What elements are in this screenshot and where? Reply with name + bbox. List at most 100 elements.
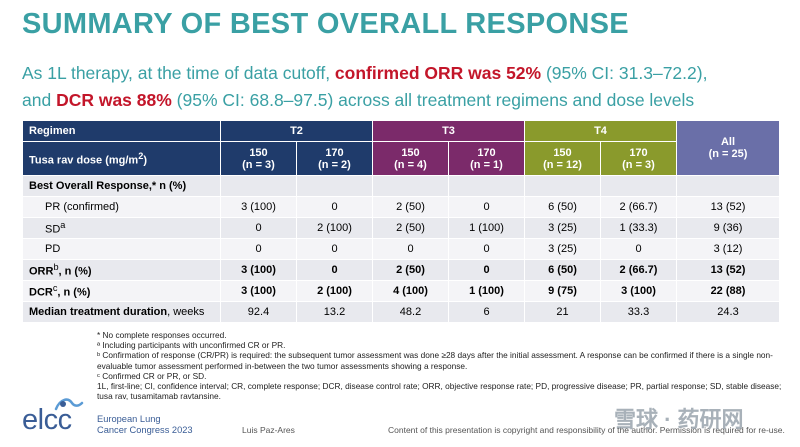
table-cell	[676, 175, 780, 197]
table-cell: 2 (50)	[372, 196, 449, 218]
table-cell	[296, 175, 373, 197]
presenter-name: Luis Paz-Ares	[242, 425, 295, 435]
table-cell: 13 (52)	[676, 259, 780, 281]
col-dose: 150	[553, 146, 572, 159]
col-dose: 150	[401, 146, 420, 159]
dose-sup: 2	[138, 150, 144, 161]
table-cell: 2 (66.7)	[600, 259, 677, 281]
row-label: PD	[22, 238, 221, 260]
footnote: ª Including participants with unconfirme…	[97, 340, 286, 351]
table-cell: 3 (100)	[220, 280, 297, 302]
subtitle-text: and	[22, 90, 57, 110]
table-cell: 92.4	[220, 301, 297, 323]
table-cell: 6	[448, 301, 525, 323]
table-cell: 0	[448, 238, 525, 260]
response-table: Regimen T2 T3 T4 All (n = 25) Tusa rav do…	[22, 120, 780, 323]
col-dose: 170	[325, 146, 344, 159]
subtitle-line-1: As 1L therapy, at the time of data cutof…	[22, 60, 707, 87]
table-row-section: Best Overall Response,* n (%)	[22, 175, 780, 197]
footnote-mark: c	[52, 283, 58, 294]
table-cell: 21	[524, 301, 601, 323]
row-label-text: Median treatment duration	[29, 306, 168, 318]
row-label: SDa	[22, 217, 221, 239]
col-dose: 170	[477, 146, 496, 159]
col-n: (n = 3)	[622, 158, 655, 171]
row-label-rest: , weeks	[167, 306, 205, 318]
table-cell: 0	[220, 217, 297, 239]
table-cell: 4 (100)	[372, 280, 449, 302]
footnotes: * No complete responses occurred. ª Incl…	[97, 330, 787, 401]
elcc-logo: elcc	[22, 404, 72, 436]
conference-line: Cancer Congress 2023	[97, 424, 193, 435]
col-header-all: All (n = 25)	[676, 120, 780, 176]
subtitle-line-2: and DCR was 88% (95% CI: 68.8–97.5) acro…	[22, 87, 707, 114]
table-cell: 3 (100)	[600, 280, 677, 302]
table-cell: 0	[448, 259, 525, 281]
table-cell: 22 (88)	[676, 280, 780, 302]
table-cell: 0	[296, 196, 373, 218]
elcc-logo-icon	[54, 398, 84, 411]
table-cell: 9 (36)	[676, 217, 780, 239]
group-header-t3: T3	[372, 120, 525, 142]
table-cell	[372, 175, 449, 197]
col-header-t2-150: 150 (n = 3)	[220, 141, 297, 176]
footnote: ᶜ Confirmed CR or PR, or SD.	[97, 370, 207, 381]
col-header-t4-170: 170 (n = 3)	[600, 141, 677, 176]
col-n: (n = 4)	[394, 158, 427, 171]
watermark: 雪球 · 药研网	[614, 407, 744, 432]
table-cell: 0	[220, 238, 297, 260]
table-row-pd: PD 0 0 0 0 3 (25) 0 3 (12)	[22, 238, 780, 260]
footnote-mark: a	[60, 220, 66, 231]
conference-line: European Lung	[97, 414, 161, 424]
table-cell	[524, 175, 601, 197]
col-dose: 150	[249, 146, 268, 159]
section-label: Best Overall Response,* n (%)	[22, 175, 221, 197]
table-cell	[448, 175, 525, 197]
subtitle-text: As 1L therapy, at the time of data cutof…	[22, 63, 335, 83]
table-cell: 2 (50)	[372, 217, 449, 239]
col-n: (n = 25)	[708, 148, 748, 160]
dose-close: )	[143, 154, 147, 167]
col-n: (n = 3)	[242, 158, 275, 171]
dose-header: Tusa rav dose (mg/m2)	[22, 141, 221, 176]
subtitle-text: (95% CI: 68.8–97.5) across all treatment…	[171, 90, 695, 110]
table-row-pr: PR (confirmed) 3 (100) 0 2 (50) 0 6 (50)…	[22, 196, 780, 218]
copyright-notice: Content of this presentation is copyrigh…	[388, 425, 785, 435]
table-cell: 3 (100)	[220, 196, 297, 218]
table-cell: 0	[448, 196, 525, 218]
table-cell: 3 (25)	[524, 238, 601, 260]
table-cell	[600, 175, 677, 197]
table-cell: 3 (25)	[524, 217, 601, 239]
table-cell: 0	[372, 238, 449, 260]
table-cell: 1 (100)	[448, 280, 525, 302]
table-row-sd: SDa 0 2 (100) 2 (50) 1 (100) 3 (25) 1 (3…	[22, 217, 780, 239]
table-row-dcr: DCRc, n (%) 3 (100) 2 (100) 4 (100) 1 (1…	[22, 280, 780, 302]
col-header-t4-150: 150 (n = 12)	[524, 141, 601, 176]
table-cell: 6 (50)	[524, 259, 601, 281]
table-cell: 0	[296, 238, 373, 260]
footnote: * No complete responses occurred.	[97, 330, 227, 340]
table-cell: 9 (75)	[524, 280, 601, 302]
col-dose: All	[720, 136, 736, 148]
col-header-t3-170: 170 (n = 1)	[448, 141, 525, 176]
table-cell: 2 (100)	[296, 217, 373, 239]
row-label-rest: , n (%)	[57, 286, 91, 299]
col-header-t3-150: 150 (n = 4)	[372, 141, 449, 176]
row-label-text: ORR	[29, 265, 54, 278]
table-cell: 0	[296, 259, 373, 281]
footnote: 1L, first-line; CI, confidence interval;…	[97, 381, 782, 402]
group-header-t2: T2	[220, 120, 373, 142]
row-label-text: SD	[45, 223, 61, 236]
row-label: PR (confirmed)	[22, 196, 221, 218]
row-label: DCRc, n (%)	[22, 280, 221, 302]
dose-label: Tusa rav dose (mg/m	[29, 154, 139, 167]
table-cell: 13 (52)	[676, 196, 780, 218]
footnote-mark: b	[53, 262, 59, 273]
group-header-t4: T4	[524, 120, 677, 142]
table-cell: 3 (100)	[220, 259, 297, 281]
col-n: (n = 12)	[543, 158, 582, 171]
table-cell: 6 (50)	[524, 196, 601, 218]
table-row-duration: Median treatment duration, weeks 92.4 13…	[22, 301, 780, 323]
table-cell: 33.3	[600, 301, 677, 323]
table-cell	[220, 175, 297, 197]
